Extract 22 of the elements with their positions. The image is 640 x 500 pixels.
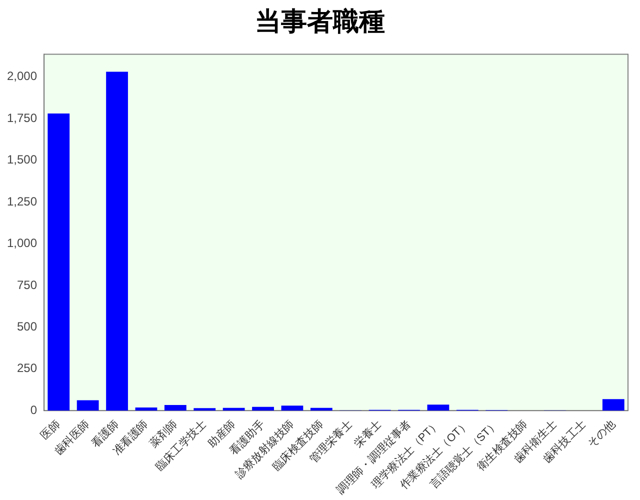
y-tick-label: 1,500: [7, 152, 38, 167]
bar: [106, 72, 128, 411]
y-tick-label: 0: [30, 402, 38, 417]
bar: [602, 399, 624, 411]
y-tick-label: 2,000: [7, 69, 38, 84]
x-tick-label: 医師: [38, 418, 63, 442]
bar: [252, 406, 274, 411]
bar: [427, 404, 450, 411]
bar: [135, 407, 158, 411]
bar: [194, 408, 216, 411]
x-tick-label: その他: [586, 418, 618, 450]
y-tick-label: 1,000: [7, 236, 38, 250]
y-tick-label: 250: [17, 361, 38, 376]
y-tick-label: 1,750: [7, 110, 38, 125]
y-tick-label: 500: [17, 319, 38, 334]
bar: [281, 406, 304, 411]
bar: [48, 113, 70, 411]
chart-title: 当事者職種: [254, 6, 386, 39]
y-tick-label: 750: [17, 278, 38, 292]
bar: [76, 400, 99, 411]
y-tick-label: 1,250: [7, 194, 38, 208]
bar: [164, 404, 186, 411]
